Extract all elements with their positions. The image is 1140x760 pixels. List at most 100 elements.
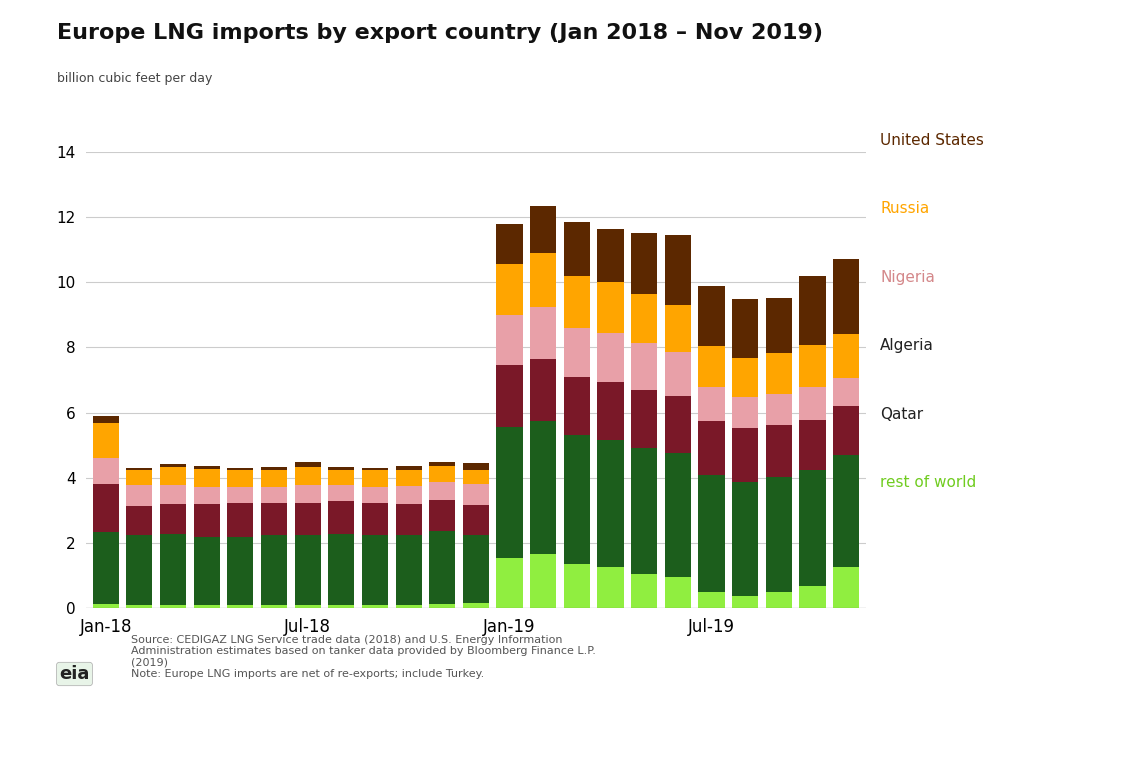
Bar (799, 277, 825, 345)
Bar (429, 482, 455, 500)
Bar (261, 606, 287, 608)
Bar (127, 485, 153, 506)
Bar (530, 307, 556, 359)
Bar (564, 328, 591, 377)
Bar (665, 305, 691, 353)
Bar (92, 533, 119, 604)
Bar (127, 470, 153, 485)
Bar (597, 440, 624, 567)
Bar (160, 467, 186, 485)
Bar (294, 535, 320, 606)
Bar (92, 604, 119, 608)
Bar (463, 535, 489, 603)
Bar (766, 298, 792, 353)
Bar (530, 554, 556, 608)
Bar (463, 470, 489, 484)
Bar (497, 315, 523, 366)
Text: Nigeria: Nigeria (880, 270, 935, 285)
Bar (328, 534, 355, 606)
Bar (463, 484, 489, 505)
Bar (261, 470, 287, 486)
Bar (564, 564, 591, 608)
Bar (564, 435, 591, 564)
Bar (699, 592, 725, 608)
Bar (564, 276, 591, 328)
Bar (632, 233, 658, 293)
Bar (261, 503, 287, 535)
Bar (92, 458, 119, 483)
Bar (799, 345, 825, 387)
Bar (732, 358, 758, 397)
Bar (429, 604, 455, 608)
Bar (160, 606, 186, 608)
Bar (699, 287, 725, 347)
Bar (632, 343, 658, 390)
Text: United States: United States (880, 133, 984, 148)
Bar (632, 390, 658, 448)
Bar (396, 470, 422, 486)
Bar (361, 470, 388, 486)
Bar (597, 382, 624, 440)
Bar (732, 596, 758, 608)
Bar (732, 299, 758, 358)
Bar (530, 359, 556, 421)
Bar (227, 503, 253, 537)
Text: billion cubic feet per day: billion cubic feet per day (57, 72, 212, 85)
Bar (833, 406, 860, 455)
Bar (194, 537, 220, 606)
Bar (497, 264, 523, 315)
Bar (632, 574, 658, 608)
Bar (194, 606, 220, 608)
Bar (160, 464, 186, 467)
Bar (732, 482, 758, 596)
Bar (463, 603, 489, 608)
Bar (261, 467, 287, 470)
Bar (799, 420, 825, 470)
Bar (429, 466, 455, 482)
Bar (799, 470, 825, 586)
Bar (597, 333, 624, 382)
Bar (261, 535, 287, 606)
Bar (463, 505, 489, 535)
Bar (127, 467, 153, 470)
Bar (92, 483, 119, 533)
Bar (194, 466, 220, 469)
Bar (361, 535, 388, 606)
Bar (699, 475, 725, 592)
Bar (665, 453, 691, 577)
Bar (699, 421, 725, 475)
Text: Qatar: Qatar (880, 407, 923, 422)
Bar (160, 534, 186, 606)
Bar (597, 282, 624, 333)
Bar (227, 467, 253, 470)
Bar (194, 505, 220, 537)
Bar (328, 501, 355, 534)
Bar (665, 353, 691, 396)
Bar (160, 505, 186, 534)
Bar (833, 455, 860, 567)
Bar (799, 387, 825, 420)
Text: Source: CEDIGAZ LNG Service trade data (2018) and U.S. Energy Information
Admini: Source: CEDIGAZ LNG Service trade data (… (131, 635, 596, 679)
Bar (92, 423, 119, 458)
Bar (361, 503, 388, 535)
Bar (564, 222, 591, 276)
Bar (294, 485, 320, 503)
Text: eia: eia (59, 665, 90, 683)
Bar (766, 353, 792, 394)
Bar (227, 537, 253, 606)
Bar (530, 206, 556, 253)
Bar (361, 486, 388, 503)
Bar (328, 606, 355, 608)
Bar (160, 485, 186, 505)
Bar (227, 486, 253, 503)
Bar (396, 535, 422, 605)
Bar (766, 477, 792, 592)
Bar (699, 387, 725, 421)
Bar (127, 606, 153, 608)
Bar (597, 229, 624, 282)
Bar (429, 530, 455, 604)
Bar (127, 506, 153, 535)
Bar (833, 334, 860, 378)
Bar (530, 421, 556, 554)
Bar (833, 259, 860, 334)
